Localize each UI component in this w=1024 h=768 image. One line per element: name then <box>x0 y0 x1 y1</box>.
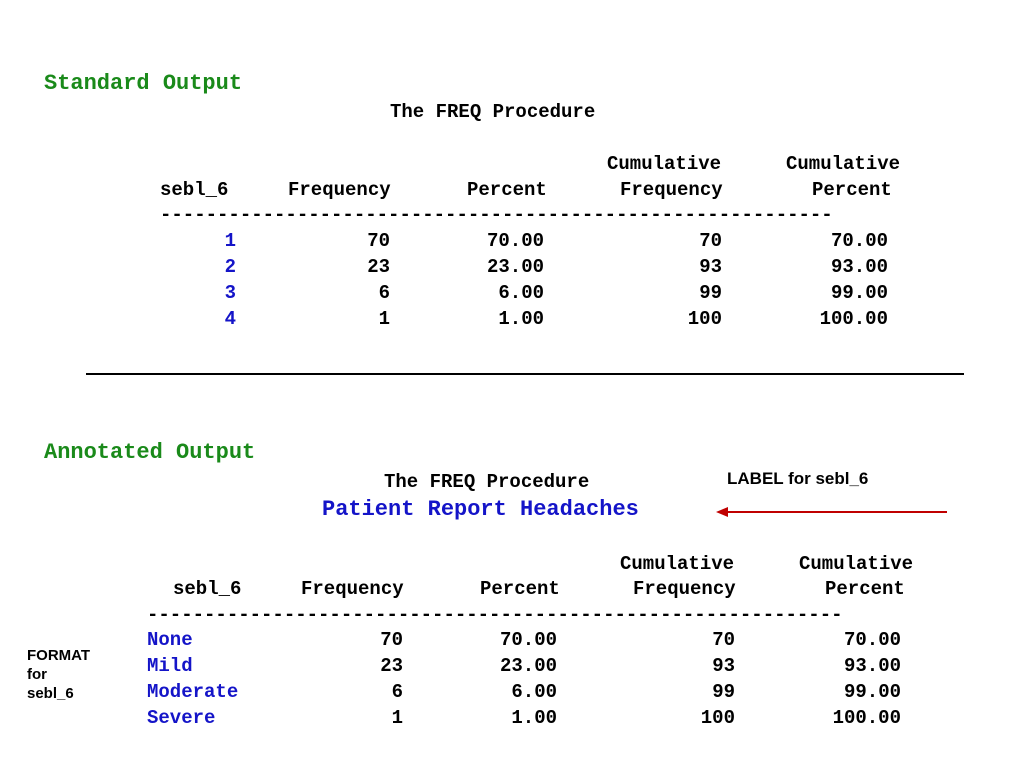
table-row-cum-percent: 99.00 <box>843 681 901 703</box>
format-callout: FORMAT for sebl_6 <box>27 646 90 703</box>
standard-header-cum-frequency: Frequency <box>620 179 723 201</box>
table-row-value: Moderate <box>147 681 239 703</box>
annotated-header-cum-frequency: Frequency <box>633 578 736 600</box>
table-row-frequency: 6 <box>378 282 390 304</box>
annotated-header-rule: ----------------------------------------… <box>147 604 843 626</box>
table-row-cum-frequency: 93 <box>699 256 722 278</box>
table-row-cum-frequency: 100 <box>687 308 722 330</box>
table-row-cum-percent: 70.00 <box>830 230 888 252</box>
table-row-cum-percent: 93.00 <box>843 655 901 677</box>
standard-header-percent: Percent <box>467 179 547 201</box>
table-row-cum-percent: 93.00 <box>830 256 888 278</box>
table-row-frequency: 6 <box>391 681 403 703</box>
table-row-percent: 70.00 <box>486 230 544 252</box>
standard-header-cum-percent: Percent <box>812 179 892 201</box>
table-row-frequency: 1 <box>391 707 403 729</box>
annotated-proc-title: The FREQ Procedure <box>384 471 590 493</box>
table-row-value: Mild <box>147 655 193 677</box>
table-row-cum-frequency: 70 <box>699 230 722 252</box>
table-row-cum-frequency: 100 <box>700 707 735 729</box>
standard-header-variable: sebl_6 <box>160 179 229 201</box>
table-row-cum-frequency: 99 <box>699 282 722 304</box>
table-row-value: 3 <box>224 282 236 304</box>
variable-label-title: Patient Report Headaches <box>322 497 639 522</box>
table-row-percent: 1.00 <box>511 707 557 729</box>
table-row-percent: 23.00 <box>499 655 557 677</box>
standard-proc-title: The FREQ Procedure <box>390 101 596 123</box>
table-row-cum-percent: 100.00 <box>819 308 888 330</box>
table-row-cum-frequency: 93 <box>712 655 735 677</box>
table-row-value: 2 <box>224 256 236 278</box>
annotated-header-percent: Percent <box>480 578 560 600</box>
table-row-cum-frequency: 99 <box>712 681 735 703</box>
table-row-cum-percent: 100.00 <box>832 707 901 729</box>
table-row-cum-frequency: 70 <box>712 629 735 651</box>
table-row-percent: 23.00 <box>486 256 544 278</box>
table-row-frequency: 1 <box>378 308 390 330</box>
standard-header-cumulative-pct-top: Cumulative <box>786 153 901 175</box>
label-callout: LABEL for sebl_6 <box>727 469 869 488</box>
table-row-frequency: 70 <box>380 629 403 651</box>
annotated-output-heading: Annotated Output <box>44 440 256 465</box>
table-row-cum-percent: 99.00 <box>830 282 888 304</box>
annotated-header-cumulative-freq-top: Cumulative <box>620 553 735 575</box>
table-row-frequency: 23 <box>367 256 390 278</box>
standard-header-frequency: Frequency <box>288 179 391 201</box>
annotated-header-frequency: Frequency <box>301 578 404 600</box>
table-row-value: 4 <box>224 308 236 330</box>
table-row-percent: 1.00 <box>498 308 544 330</box>
format-callout-line: sebl_6 <box>27 685 74 702</box>
table-row-percent: 70.00 <box>499 629 557 651</box>
table-row-value: Severe <box>147 707 216 729</box>
label-arrow-icon <box>716 507 947 517</box>
standard-header-cumulative-freq-top: Cumulative <box>607 153 722 175</box>
table-row-frequency: 23 <box>380 655 403 677</box>
standard-header-rule: ----------------------------------------… <box>160 204 833 226</box>
table-row-value: None <box>147 629 193 651</box>
format-callout-line: FORMAT <box>27 647 91 664</box>
annotated-header-variable: sebl_6 <box>173 578 242 600</box>
table-row-frequency: 70 <box>367 230 390 252</box>
table-row-percent: 6.00 <box>498 282 544 304</box>
section-divider <box>86 373 964 375</box>
table-row-cum-percent: 70.00 <box>843 629 901 651</box>
standard-output-heading: Standard Output <box>44 71 243 96</box>
format-callout-line: for <box>27 666 47 683</box>
table-row-percent: 6.00 <box>511 681 557 703</box>
annotated-header-cumulative-pct-top: Cumulative <box>799 553 914 575</box>
table-row-value: 1 <box>224 230 236 252</box>
annotated-header-cum-percent: Percent <box>825 578 905 600</box>
